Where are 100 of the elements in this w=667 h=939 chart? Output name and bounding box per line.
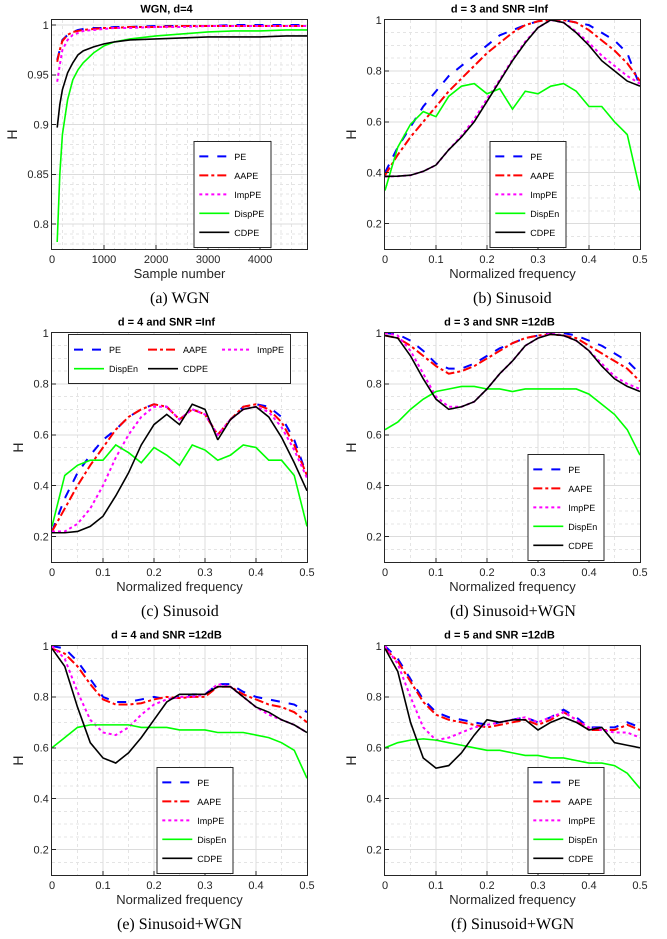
y-axis-title: H [10, 442, 26, 453]
y-tick-label: 0.8 [34, 378, 49, 391]
y-tick-label: 0.4 [366, 168, 382, 180]
x-tick-label: 0.4 [581, 880, 597, 892]
chart-title: d = 5 and SNR =12dB [444, 629, 555, 642]
legend-label: CDPE [568, 854, 594, 864]
y-tick-label: 0.8 [366, 692, 382, 704]
legend-label: AAPE [568, 796, 592, 807]
x-tick-label: 0.4 [581, 567, 597, 580]
y-tick-label: 0.4 [366, 480, 382, 493]
legend-label: PE [197, 778, 210, 788]
x-tick-label: 3000 [196, 254, 220, 266]
legend-label: DispPE [234, 208, 264, 219]
legend-label: DispEn [109, 364, 138, 374]
x-tick-label: 0.4 [248, 567, 264, 580]
y-tick-label: 1 [42, 640, 49, 653]
x-tick-label: 0.3 [530, 254, 546, 266]
x-axis-title: Normalized frequency [116, 579, 244, 594]
legend-label: CDPE [234, 228, 260, 238]
x-axis-title: Normalized frequency [116, 892, 244, 908]
y-tick-label: 1 [42, 20, 49, 32]
line-series [56, 24, 307, 83]
legend-label: DispEn [530, 208, 560, 219]
x-tick-label: 0.2 [479, 880, 495, 892]
x-tick-label: 4000 [248, 254, 272, 266]
text: (f) Sinusoid+WGN [451, 916, 575, 933]
legend-label: CDPE [197, 854, 222, 864]
x-tick-label: 0 [382, 880, 388, 892]
line-series [385, 648, 640, 769]
legend-label: ImpPE [530, 190, 558, 200]
text: (e) Sinusoid+WGN [117, 916, 242, 933]
text: (b) Sinusoid [473, 290, 552, 307]
legend-label: DispEn [197, 834, 226, 845]
x-tick-label: 0 [48, 254, 56, 266]
y-tick-label: 0.6 [366, 430, 382, 442]
x-tick-label: 0 [48, 880, 56, 892]
y-tick-label: 0.8 [366, 66, 382, 78]
y-tick-label: 0.8 [34, 218, 49, 231]
legend-label: CDPE [568, 540, 594, 551]
line-series [56, 35, 307, 128]
legend-label: PE [568, 778, 580, 788]
line-series [52, 646, 307, 736]
line-series [385, 82, 640, 192]
x-tick-label: 0.1 [95, 567, 111, 580]
legend-label: DispEn [568, 834, 598, 845]
line-series [385, 386, 640, 456]
y-tick-label: 0.85 [27, 169, 49, 182]
y-axis-title: H [343, 755, 360, 766]
legend-label: PE [109, 345, 122, 356]
y-tick-label: 0.6 [366, 742, 382, 755]
x-tick-label: 0 [382, 254, 388, 266]
x-axis-title: Normalized frequency [449, 579, 576, 594]
x-tick-label: 0.2 [479, 254, 495, 266]
legend-label: PE [568, 464, 580, 475]
x-tick-label: 0.3 [530, 567, 546, 580]
x-tick-label: 0.1 [95, 880, 111, 892]
x-axis-title: Normalized frequency [449, 892, 576, 908]
chart-title: d = 4 and SNR =Inf [118, 316, 216, 328]
y-tick-label: 0.4 [34, 794, 49, 806]
x-tick-label: 0.5 [632, 880, 648, 892]
legend-label: ImpPE [568, 816, 596, 826]
x-tick-label: 0.5 [299, 567, 315, 580]
legend-label: AAPE [197, 796, 222, 807]
legend-label: AAPE [568, 484, 592, 494]
line-series [385, 333, 640, 382]
legend-label: CDPE [530, 228, 556, 238]
text: (a) WGN [150, 290, 210, 307]
legend-label: DispEn [568, 522, 598, 532]
chart-title: d = 4 and SNR =12dB [111, 629, 222, 642]
legend-label: AAPE [234, 170, 258, 181]
chart-title: WGN, d=4 [140, 3, 194, 16]
x-tick-label: 0.1 [428, 254, 444, 266]
chart-title: d = 3 and SNR =Inf [450, 3, 548, 16]
y-tick-label: 0.4 [34, 480, 49, 493]
x-tick-label: 0.3 [197, 880, 213, 892]
y-axis-title: H [343, 129, 360, 140]
legend-label: AAPE [183, 345, 208, 356]
y-axis-title: H [10, 755, 26, 766]
x-tick-label: 0.3 [197, 567, 213, 580]
y-tick-label: 0.2 [34, 531, 49, 544]
line-series [52, 724, 307, 780]
legend-label: ImpPE [568, 502, 596, 513]
legend-label: ImpPE [234, 190, 262, 200]
x-tick-label: 0.5 [632, 254, 648, 266]
x-tick-label: 0.1 [428, 567, 444, 580]
legend-label: ImpPE [257, 345, 284, 356]
legend-label: ImpPE [197, 816, 224, 826]
line-series [56, 29, 307, 243]
x-tick-label: 0 [382, 567, 388, 580]
line-series [385, 738, 640, 790]
x-tick-label: 0.4 [248, 880, 264, 892]
y-tick-label: 0.2 [34, 844, 49, 856]
y-tick-label: 1 [42, 328, 49, 340]
legend-label: AAPE [530, 170, 554, 181]
y-tick-label: 1 [376, 640, 382, 653]
y-tick-label: 0.4 [366, 794, 382, 806]
y-tick-label: 0.95 [27, 70, 49, 82]
y-axis-title: H [343, 442, 360, 453]
legend-label: PE [234, 152, 246, 162]
x-axis-title: Sample number [134, 266, 226, 282]
